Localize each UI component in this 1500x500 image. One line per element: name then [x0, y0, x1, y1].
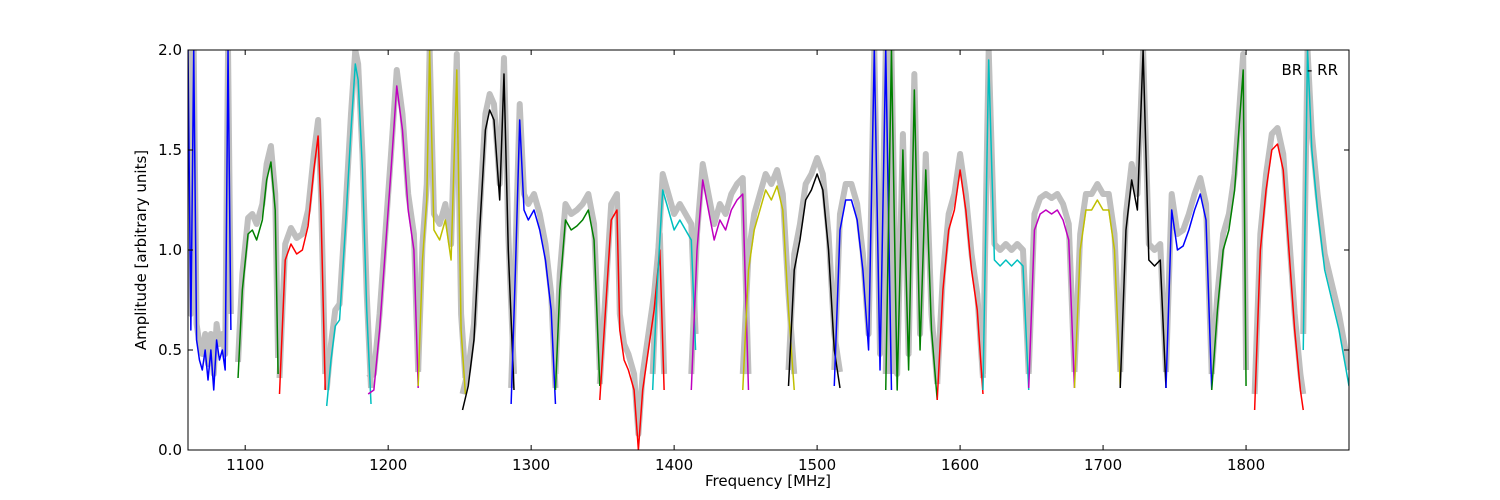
series-line-5	[417, 50, 467, 395]
background-trace-21	[1162, 175, 1215, 375]
x-tick-label: 1200	[369, 456, 407, 474]
series-line-21	[1165, 193, 1213, 391]
series-line-4	[367, 85, 419, 395]
x-tick-label: 1700	[1084, 456, 1122, 474]
series-line-8	[554, 209, 601, 391]
series-line-13	[787, 173, 841, 389]
series-group	[188, 50, 1349, 450]
series-line-23	[1253, 143, 1304, 411]
series-line-24	[1302, 50, 1349, 387]
series-line-3	[325, 63, 372, 407]
background-trace-8	[552, 191, 603, 375]
series-line-20	[1119, 50, 1167, 389]
series-line-19	[1073, 199, 1121, 389]
series-line-12	[742, 185, 795, 391]
background-trace-10	[649, 171, 699, 375]
background-trace-4	[366, 67, 422, 381]
x-axis: 1100 1200 1300 1400 1500 1600 1700 1800	[226, 50, 1265, 474]
series-line-1	[237, 161, 279, 379]
series-line-7	[510, 119, 557, 405]
y-tick-label: 1.0	[158, 241, 182, 259]
y-tick-label: 1.5	[158, 141, 182, 159]
y-tick-label: 0.0	[158, 441, 182, 459]
background-trace-20	[1117, 50, 1169, 373]
series-line-10	[651, 189, 697, 391]
y-tick-label: 2.0	[158, 41, 182, 59]
series-line-16	[936, 169, 984, 401]
series-line-17	[982, 59, 1030, 391]
x-tick-label: 1800	[1227, 456, 1265, 474]
x-tick-label: 1100	[226, 456, 264, 474]
background-trace-16	[934, 151, 986, 385]
y-axis-label: Amplitude [arbitrary units]	[132, 150, 150, 350]
series-line-15	[884, 50, 938, 401]
series-line-14	[833, 50, 893, 391]
background-trace-23	[1251, 125, 1307, 395]
background-trace-13	[785, 155, 843, 373]
y-tick-label: 0.5	[158, 341, 182, 359]
y-axis: 0.0 0.5 1.0 1.5 2.0	[158, 41, 1349, 459]
background-trace-12	[739, 167, 798, 375]
series-line-18	[1027, 209, 1076, 389]
series-line-6	[461, 73, 515, 411]
x-tick-label: 1500	[798, 456, 836, 474]
series-line-22	[1210, 69, 1247, 391]
series-line-9	[599, 209, 665, 450]
x-axis-label: Frequency [MHz]	[705, 472, 831, 490]
background-trace-18	[1025, 191, 1078, 373]
background-trace-11	[688, 161, 752, 375]
x-tick-label: 1300	[512, 456, 550, 474]
background-trace-22	[1208, 51, 1250, 375]
background-trace-1	[235, 143, 282, 363]
series-line-11	[690, 179, 750, 391]
x-tick-label: 1600	[941, 456, 979, 474]
x-tick-label: 1400	[655, 456, 693, 474]
series-line-0	[188, 50, 232, 391]
background-trace-19	[1071, 181, 1124, 373]
baseline-annotation: BR - RR	[1281, 61, 1338, 79]
series-line-2	[278, 135, 327, 395]
